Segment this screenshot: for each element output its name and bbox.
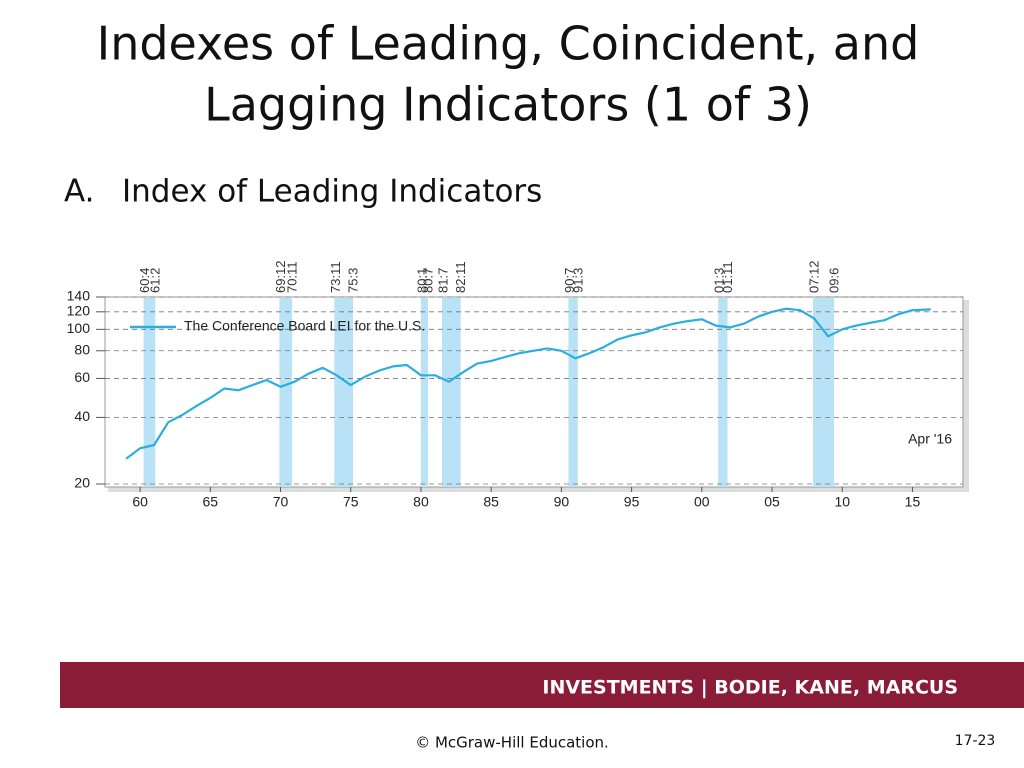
recession-label: 90:7 bbox=[562, 268, 577, 293]
y-tick-label: 20 bbox=[74, 475, 90, 491]
x-tick-label: 60 bbox=[132, 494, 148, 510]
recession-band bbox=[718, 298, 728, 487]
y-tick-label: 120 bbox=[67, 303, 91, 319]
recession-label: 91:3 bbox=[570, 268, 585, 293]
footer-text: INVESTMENTS | BODIE, KANE, MARCUS bbox=[542, 677, 958, 699]
copyright: © McGraw-Hill Education. bbox=[415, 734, 609, 752]
item-text: Index of Leading Indicators bbox=[122, 174, 542, 210]
recession-band bbox=[813, 298, 835, 487]
y-tick-label: 100 bbox=[67, 320, 91, 336]
recession-band bbox=[568, 298, 578, 487]
recession-band bbox=[442, 298, 461, 487]
x-tick-label: 70 bbox=[273, 494, 289, 510]
recession-label: 80:7 bbox=[420, 268, 435, 293]
legend-label: The Conference Board LEI for the U.S. bbox=[184, 318, 425, 334]
recession-label: 61:2 bbox=[148, 268, 163, 293]
annotation: Apr '16 bbox=[908, 431, 952, 447]
recession-label: 60:4 bbox=[137, 268, 152, 293]
recession-label: 01:3 bbox=[712, 268, 727, 293]
x-tick-label: 95 bbox=[624, 494, 640, 510]
x-tick-label: 80 bbox=[413, 494, 429, 510]
recession-label: 82:11 bbox=[453, 261, 468, 293]
recession-label: 70:11 bbox=[285, 261, 300, 293]
x-tick-label: 05 bbox=[764, 494, 780, 510]
x-tick-label: 65 bbox=[203, 494, 219, 510]
x-tick-label: 00 bbox=[694, 494, 710, 510]
recession-band bbox=[420, 298, 428, 487]
recession-label: 07:12 bbox=[806, 260, 821, 293]
recession-label: 01:11 bbox=[720, 261, 735, 293]
title-line: Lagging Indicators (1 of 3) bbox=[204, 78, 812, 132]
recession-label: 80:1 bbox=[414, 268, 429, 293]
recession-label: 69:12 bbox=[273, 260, 288, 293]
y-tick-label: 140 bbox=[67, 288, 91, 304]
y-tick-label: 40 bbox=[74, 408, 90, 424]
recession-label: 09:6 bbox=[827, 268, 842, 293]
x-tick-label: 10 bbox=[834, 494, 850, 510]
recession-label: 75:3 bbox=[346, 268, 361, 293]
recession-label: 73:11 bbox=[328, 261, 343, 293]
recession-band bbox=[143, 298, 156, 487]
recession-label: 81:7 bbox=[435, 268, 450, 293]
x-tick-label: 85 bbox=[483, 494, 499, 510]
y-tick-label: 80 bbox=[74, 341, 90, 357]
y-tick-label: 60 bbox=[74, 369, 90, 385]
recession-band bbox=[279, 298, 293, 487]
x-tick-label: 75 bbox=[343, 494, 359, 510]
x-tick-label: 15 bbox=[905, 494, 921, 510]
title-line: Indexes of Leading, Coincident, and bbox=[97, 17, 920, 71]
footer-bar bbox=[60, 662, 1024, 708]
page-number: 17-23 bbox=[955, 733, 996, 749]
item-marker: A. bbox=[64, 174, 95, 210]
data-line bbox=[125, 307, 931, 460]
x-tick-label: 90 bbox=[554, 494, 570, 510]
recession-band bbox=[334, 298, 354, 487]
